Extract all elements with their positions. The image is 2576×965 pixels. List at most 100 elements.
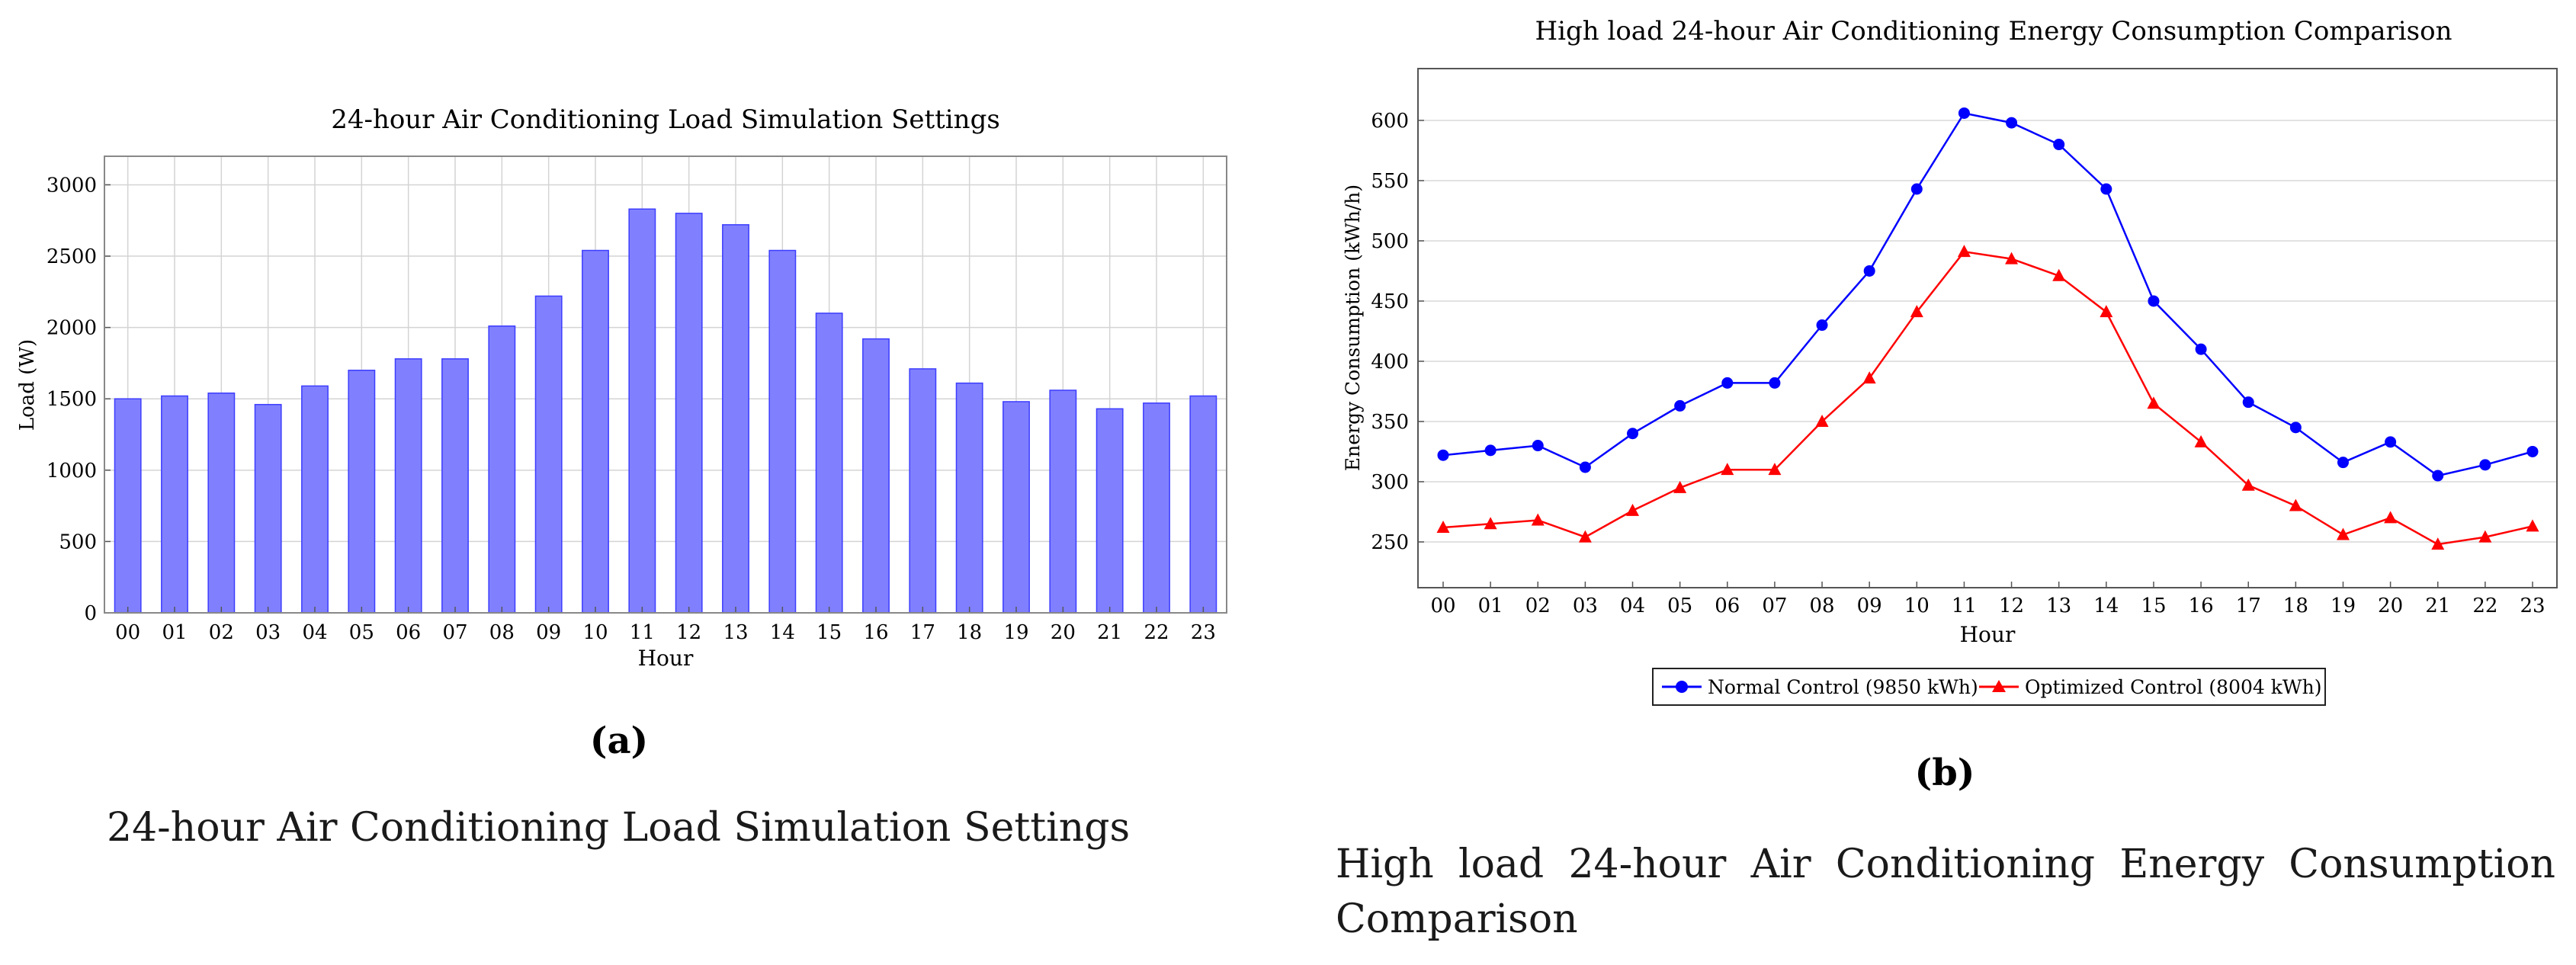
- chart-a-x-tick-label: 13: [723, 621, 748, 644]
- bar: [862, 338, 890, 614]
- chart-a-y-tick-label: 1000: [47, 460, 97, 482]
- chart-b-x-tick-label: 15: [2141, 595, 2166, 617]
- series-line: [1442, 112, 2533, 477]
- chart-a-x-tick-label: 05: [349, 621, 374, 644]
- data-point: [2053, 139, 2065, 151]
- bar: [488, 325, 516, 614]
- caption-a: 24-hour Air Conditioning Load Simulation…: [107, 805, 1131, 851]
- caption-b: High load 24-hour Air Conditioning Energ…: [1336, 842, 2555, 942]
- data-point: [1721, 377, 1734, 389]
- data-point: [1816, 319, 1828, 332]
- chart-b-x-tick-label: 17: [2236, 595, 2261, 617]
- line-chart-energy: High load 24-hour Air Conditioning Energ…: [1342, 16, 2558, 794]
- chart-a-y-tick-label: 500: [59, 531, 97, 553]
- bar: [909, 368, 937, 614]
- chart-a-x-tick-label: 10: [582, 621, 608, 644]
- chart-a-x-tick-label: 07: [442, 621, 467, 644]
- data-point: [1578, 530, 1592, 543]
- data-point: [1579, 461, 1591, 473]
- chart-a-x-tick-label: 23: [1191, 621, 1216, 644]
- chart-a-x-tick-label: 06: [396, 621, 421, 644]
- data-point: [2100, 305, 2113, 318]
- bar: [1143, 402, 1170, 614]
- data-point: [2431, 537, 2445, 550]
- chart-b-x-tick-label: 01: [1478, 595, 1503, 617]
- chart-b-x-tick-label: 10: [1904, 595, 1930, 617]
- chart-b-x-tick-label: 03: [1573, 595, 1598, 617]
- chart-b-x-ticks: 00 01 02 03 04 05 06 07 08 09 10 11 12 13 14 15 16 17 18 19…: [1430, 582, 2546, 617]
- data-point: [2384, 511, 2398, 524]
- data-point: [2147, 396, 2161, 409]
- chart-b-x-tick-label: 02: [1525, 595, 1551, 617]
- data-point: [2526, 445, 2539, 457]
- chart-b-y-tick-label: 600: [1371, 110, 1409, 133]
- panel-a-label: (a): [590, 720, 649, 762]
- chart-a-x-tick-label: 22: [1144, 621, 1169, 644]
- chart-b-y-tick-label: 350: [1371, 411, 1409, 434]
- data-point: [1626, 503, 1640, 516]
- chart-b-x-tick-label: 07: [1762, 595, 1787, 617]
- chart-a-x-tick-label: 00: [115, 621, 140, 644]
- legend-marker-optimized: [1992, 680, 2006, 692]
- chart-b-y-tick-label: 250: [1371, 531, 1409, 554]
- bar: [534, 295, 563, 614]
- data-point: [1484, 517, 1497, 530]
- chart-b-grid: [1418, 120, 2557, 543]
- chart-a-x-tick-label: 19: [1003, 621, 1028, 644]
- chart-b-series: [1436, 107, 2539, 550]
- series-normal-control: [1437, 107, 2539, 482]
- data-point: [2479, 459, 2491, 471]
- legend-entry-optimized: Optimized Control (8004 kWh): [1979, 676, 2321, 698]
- chart-a-bars: [114, 208, 1217, 614]
- bar: [394, 358, 422, 614]
- data-point: [1673, 480, 1687, 493]
- chart-b-title: High load 24-hour Air Conditioning Energ…: [1535, 16, 2452, 46]
- bar: [1189, 395, 1217, 614]
- panel-b-label: (b): [1915, 752, 1975, 794]
- chart-b-y-tick-label: 400: [1371, 351, 1409, 373]
- chart-a-x-tick-label: 16: [863, 621, 888, 644]
- data-point: [1769, 377, 1781, 389]
- chart-a-x-tick-label: 11: [630, 621, 655, 644]
- bar: [114, 398, 142, 614]
- chart-b-x-tick-label: 11: [1952, 595, 1977, 617]
- data-point: [1674, 399, 1686, 412]
- chart-a-x-tick-label: 08: [489, 621, 515, 644]
- chart-b-x-tick-label: 12: [1999, 595, 2024, 617]
- chart-b-x-tick-label: 05: [1667, 595, 1692, 617]
- chart-b-x-tick-label: 19: [2331, 595, 2356, 617]
- bar: [955, 382, 983, 614]
- data-point: [2526, 519, 2539, 532]
- legend-marker-normal: [1676, 681, 1688, 693]
- legend-entry-normal: Normal Control (9850 kWh): [1662, 676, 1978, 698]
- data-point: [2241, 478, 2255, 491]
- data-point: [2052, 268, 2066, 281]
- bar: [161, 395, 188, 614]
- chart-b-x-tick-label: 22: [2472, 595, 2497, 617]
- legend-label-normal: Normal Control (9850 kWh): [1708, 676, 1978, 698]
- legend-label-optimized: Optimized Control (8004 kWh): [2025, 676, 2321, 698]
- chart-a-x-tick-label: 14: [770, 621, 795, 644]
- data-point: [1436, 520, 1450, 533]
- chart-a-y-tick-label: 3000: [47, 174, 97, 197]
- data-point: [1815, 414, 1829, 427]
- chart-b-x-tick-label: 06: [1715, 595, 1740, 617]
- chart-b-x-tick-label: 18: [2283, 595, 2308, 617]
- data-point: [1910, 183, 1923, 195]
- bar: [582, 249, 609, 614]
- bar: [301, 385, 329, 614]
- chart-b-y-tick-label: 300: [1371, 471, 1409, 494]
- bar: [768, 249, 797, 614]
- chart-a-y-tick-label: 1500: [47, 388, 97, 411]
- data-point: [1910, 305, 1923, 318]
- bar: [675, 213, 703, 614]
- chart-a-frame: [104, 155, 1227, 614]
- data-point: [2289, 499, 2302, 511]
- data-point: [2385, 436, 2397, 448]
- chart-a-y-label: Load (W): [16, 339, 39, 431]
- bar: [1096, 408, 1124, 614]
- chart-b-x-tick-label: 21: [2425, 595, 2450, 617]
- chart-a-x-tick-label: 01: [162, 621, 187, 644]
- series-optimized-control: [1436, 245, 2539, 550]
